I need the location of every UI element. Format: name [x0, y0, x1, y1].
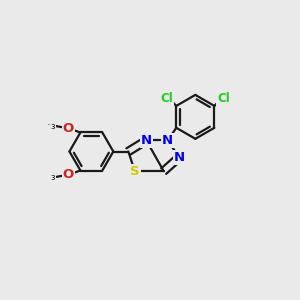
Text: ₃: ₃ — [51, 172, 55, 182]
Text: S: S — [130, 165, 140, 178]
Text: O: O — [63, 122, 74, 135]
Text: methoxy: methoxy — [48, 124, 55, 125]
Text: O: O — [63, 168, 74, 181]
Text: N: N — [174, 151, 185, 164]
Text: ₃: ₃ — [51, 121, 55, 131]
Text: N: N — [162, 134, 173, 147]
Text: Cl: Cl — [217, 92, 230, 105]
Text: Cl: Cl — [161, 92, 173, 105]
Text: N: N — [141, 134, 152, 147]
